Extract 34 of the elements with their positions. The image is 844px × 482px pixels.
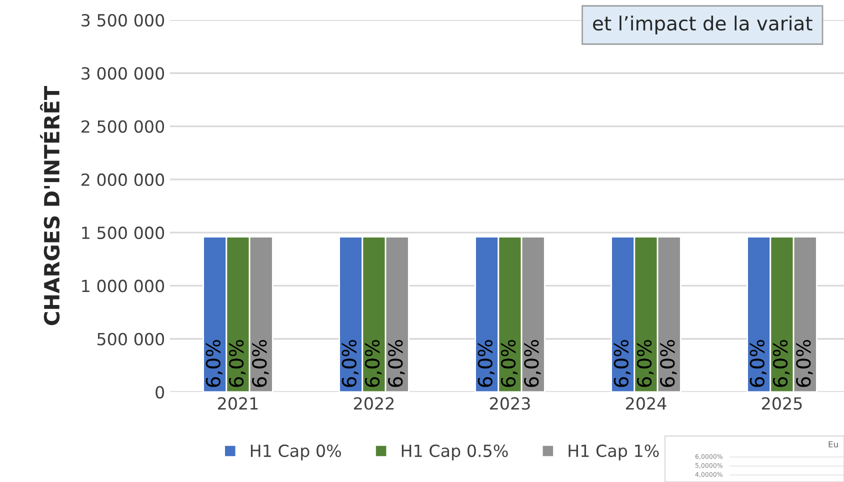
x-tick-label: 2024: [626, 397, 666, 410]
annotation: 6,0%: [206, 340, 223, 387]
annotation: et l’impact de la variat: [593, 16, 812, 34]
x-tick-label: 2022: [354, 397, 394, 410]
annotation: 6,0%: [636, 340, 654, 387]
y-tick-label: 3 000 000: [82, 67, 164, 80]
y-tick-label: 1 500 000: [82, 226, 164, 240]
x-tick-label: 2021: [218, 397, 258, 410]
annotation: 6,0%: [228, 340, 246, 387]
text: Eu: [828, 441, 838, 448]
annotation: 6,0%: [500, 340, 518, 387]
annotation: 6,0%: [796, 340, 813, 387]
legend-label: H1 Cap 0.5%: [402, 444, 508, 460]
annotation: 6,0%: [524, 340, 541, 387]
legend-label: H1 Cap 0%: [250, 444, 341, 460]
x-tick-label: 2023: [490, 397, 530, 410]
y-tick-label: 3 500 000: [82, 14, 164, 27]
annotation: 6,0%: [660, 340, 677, 387]
annotation: 6,0%: [772, 340, 790, 387]
y-tick-label: 500 000: [98, 332, 164, 346]
y-tick-label: 2 000 000: [82, 173, 164, 186]
annotation: 6,0%: [364, 340, 382, 387]
y-axis-title: CHARGES D'INTÉRÊT: [40, 86, 60, 326]
y-tick-label: 2 500 000: [82, 120, 164, 133]
annotation: 6,0%: [388, 340, 405, 387]
y-tick-label: 1 000 000: [82, 280, 164, 292]
annotation: 6,0%: [478, 340, 495, 387]
x-tick-label: 2025: [762, 397, 802, 410]
annotation: 6,0%: [750, 340, 767, 387]
y-tick-label: 0: [156, 386, 164, 399]
legend-label: H1 Cap 1%: [568, 444, 659, 460]
annotation: 6,0%: [252, 340, 269, 387]
annotation: 6,0%: [614, 340, 631, 387]
annotation: 6,0%: [342, 340, 359, 387]
